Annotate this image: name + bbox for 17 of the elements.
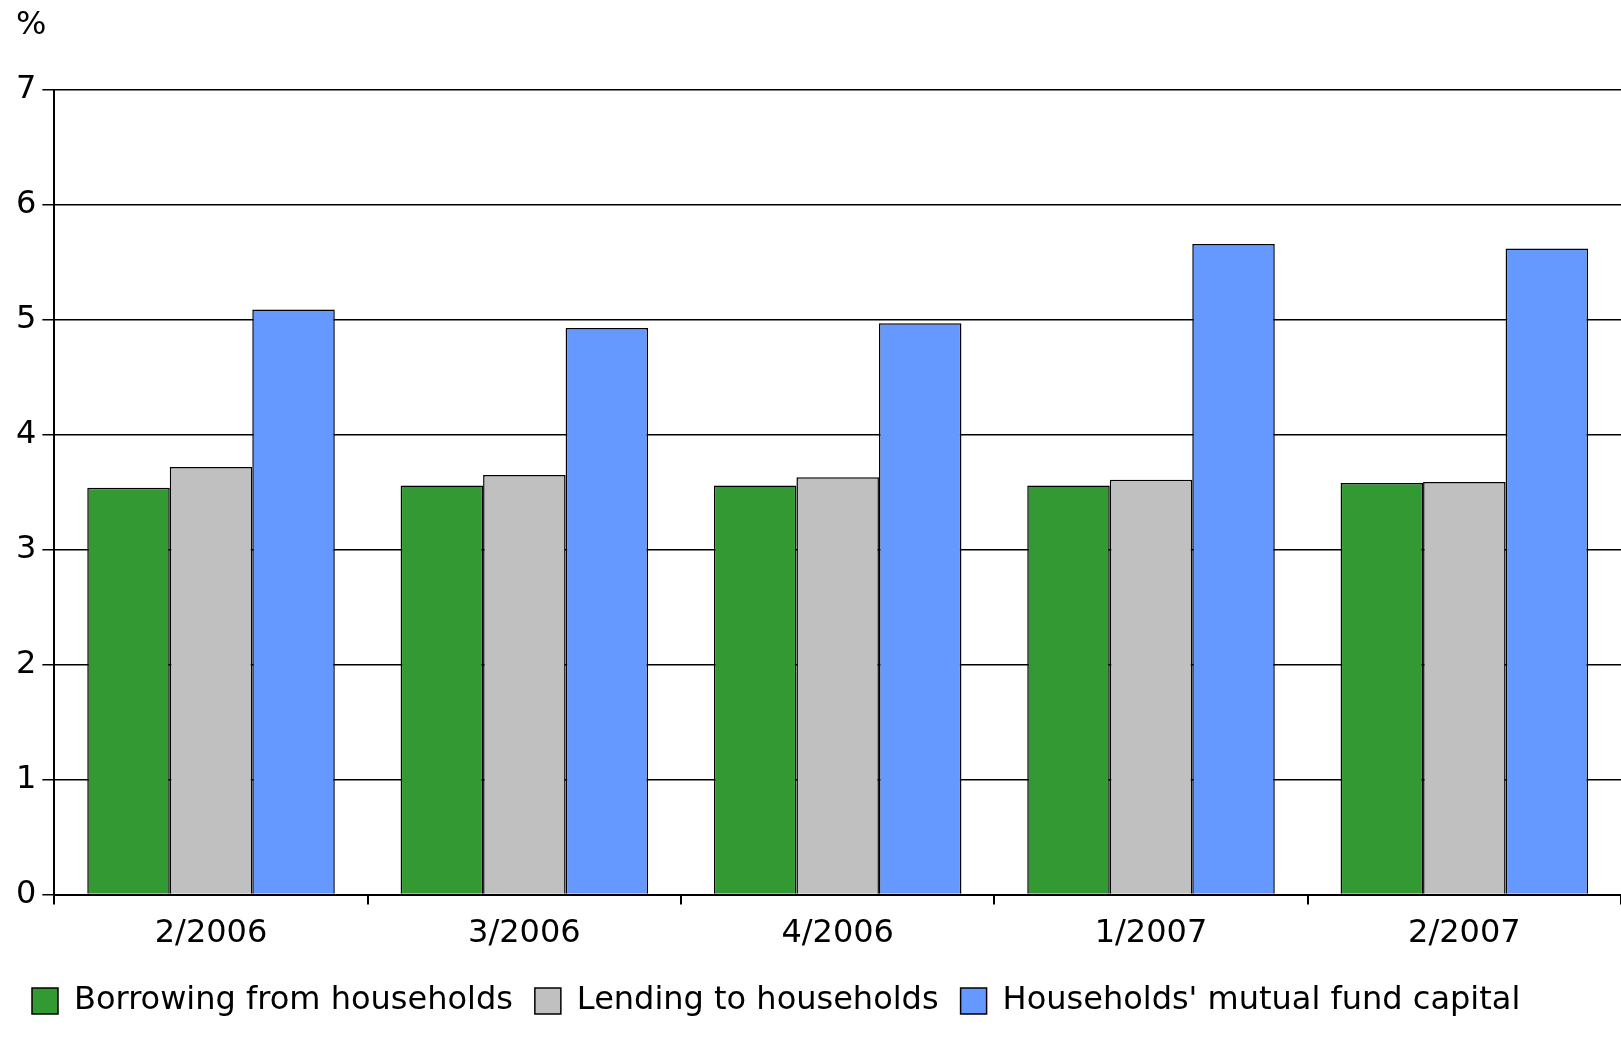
y-axis-title: % bbox=[16, 4, 47, 43]
x-tick-label: 4/2006 bbox=[781, 912, 894, 951]
x-tick-label: 2/2007 bbox=[1408, 912, 1521, 951]
y-tick-label: 0 bbox=[16, 872, 37, 911]
y-tick-label: 5 bbox=[16, 298, 37, 337]
legend-label: Borrowing from households bbox=[74, 979, 513, 1018]
y-tick-label: 6 bbox=[16, 183, 37, 222]
legend-label: Households' mutual fund capital bbox=[1002, 979, 1521, 1018]
y-tick-label: 7 bbox=[16, 68, 37, 107]
y-tick-label: 3 bbox=[16, 528, 37, 567]
legend-label: Lending to households bbox=[576, 979, 939, 1018]
y-tick-label: 2 bbox=[16, 643, 37, 682]
y-tick-label: 1 bbox=[16, 757, 37, 796]
x-tick-label: 2/2006 bbox=[154, 912, 268, 951]
x-tick-label: 3/2006 bbox=[468, 912, 581, 951]
y-tick-label: 4 bbox=[16, 413, 37, 452]
x-tick-label: 1/2007 bbox=[1094, 912, 1208, 951]
